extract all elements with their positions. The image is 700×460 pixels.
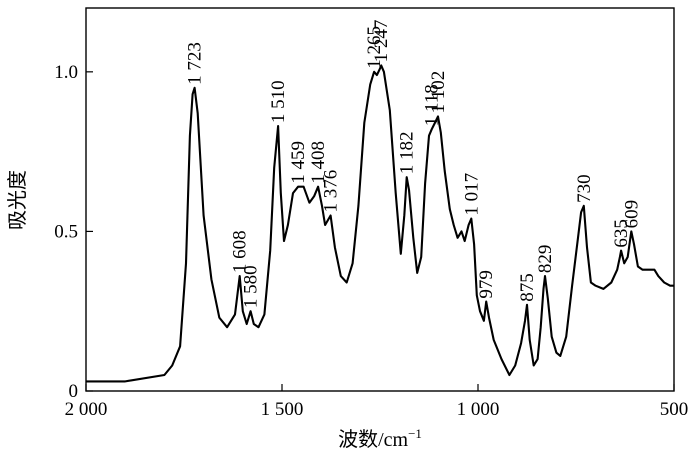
peak-label: 1 459 [288,141,309,184]
y-tick-label: 0 [69,381,79,402]
peak-label: 1 723 [185,42,206,85]
x-tick-label: 1 000 [457,399,500,420]
peak-label: 635 [611,219,632,248]
spectrum-line [86,64,674,383]
tick-label-group: 2 000 1 500 1 000 500 0 0.5 1.0 [54,62,688,420]
x-tick-label: 2 000 [65,399,108,420]
tick-group [85,71,675,392]
peak-label: 875 [517,273,538,302]
x-axis-title: 波数/cm−1 [338,426,422,451]
peak-label: 730 [574,174,595,203]
peak-label: 829 [535,245,556,274]
x-axis-title-text: 波数/cm [338,428,408,451]
peak-label: 1 182 [397,131,418,174]
peak-label: 1 118 [422,84,443,126]
peak-label: 1 102 [428,71,449,114]
y-tick-label: 1.0 [54,62,78,83]
y-tick-label: 0.5 [54,221,78,242]
x-tick-label: 500 [660,399,689,420]
peak-label: 1 608 [230,230,251,273]
peak-label: 1 510 [268,80,289,123]
plot-frame [85,7,675,392]
y-axis-title: 吸光度 [6,170,29,230]
x-tick-label: 1 500 [261,399,304,420]
peak-label: 1 580 [241,265,262,308]
peak-label: 1 408 [308,141,329,184]
peak-label: 1 017 [461,173,482,216]
x-axis-title-superscript: −1 [408,426,422,441]
peak-label: 1 376 [321,170,342,213]
peak-label: 1 247 [371,20,392,63]
peak-label: 609 [621,200,642,229]
peak-label: 1 265 [364,26,385,69]
peak-label: 979 [476,270,497,299]
